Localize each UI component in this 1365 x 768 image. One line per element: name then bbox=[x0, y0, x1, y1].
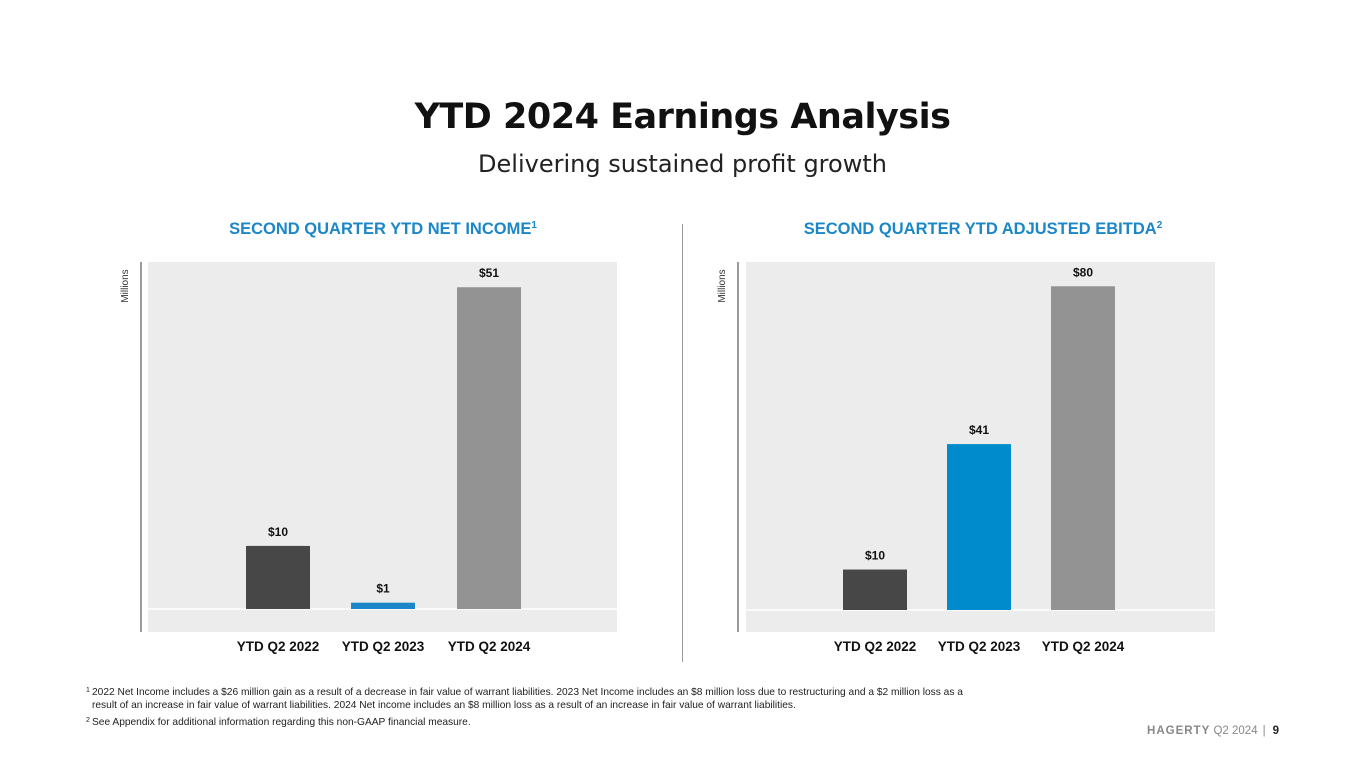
footnote-1: 1 2022 Net Income includes a $26 million … bbox=[86, 687, 963, 711]
slide-footer: HAGERTY Q2 2024 | 9 bbox=[1147, 725, 1279, 737]
page-subtitle: Delivering sustained profit growth bbox=[478, 150, 887, 178]
chart-1-bar-3 bbox=[457, 287, 521, 609]
brand-logo-text: HAGERTY bbox=[1147, 725, 1211, 737]
chart-1-x-tick-label-3: YTD Q2 2024 bbox=[448, 639, 531, 654]
chart-1-data-label-2: $1 bbox=[376, 582, 390, 596]
chart-1-bar-2 bbox=[351, 602, 415, 609]
page-number: 9 bbox=[1272, 725, 1279, 737]
chart-1-x-tick-label-2: YTD Q2 2023 bbox=[342, 639, 425, 654]
page-title: YTD 2024 Earnings Analysis bbox=[414, 97, 951, 137]
chart-2-x-tick-label-2: YTD Q2 2023 bbox=[938, 639, 1021, 654]
footer-separator: | bbox=[1262, 725, 1266, 737]
chart-2-data-label-3: $80 bbox=[1073, 265, 1093, 279]
chart-2-bar-1 bbox=[843, 569, 907, 610]
chart-2-bar-3 bbox=[1051, 286, 1115, 610]
chart-2-x-tick-label-1: YTD Q2 2022 bbox=[834, 639, 917, 654]
footer-period: Q2 2024 bbox=[1213, 725, 1258, 737]
footnotes: 1 2022 Net Income includes a $26 million … bbox=[86, 686, 986, 733]
chart-1-title: SECOND QUARTER YTD NET INCOME1 bbox=[229, 220, 537, 238]
chart-2-x-tick-label-3: YTD Q2 2024 bbox=[1042, 639, 1125, 654]
chart-1-plot-area bbox=[148, 262, 617, 632]
chart-2-title: SECOND QUARTER YTD ADJUSTED EBITDA2 bbox=[803, 220, 1163, 238]
panel-divider bbox=[682, 224, 683, 662]
chart-2-y-axis-label: Millions bbox=[717, 269, 728, 302]
chart-1-y-axis-label: Millions bbox=[120, 269, 131, 302]
chart-1-bar-1 bbox=[246, 545, 310, 609]
footnote-2: 2 See Appendix for additional information… bbox=[86, 717, 471, 728]
chart-2-data-label-1: $10 bbox=[865, 549, 885, 563]
chart-1-data-label-1: $10 bbox=[268, 525, 288, 539]
chart-1-x-tick-label-1: YTD Q2 2022 bbox=[237, 639, 320, 654]
chart-1-data-label-3: $51 bbox=[479, 266, 499, 280]
chart-2-bar-2 bbox=[947, 444, 1011, 610]
chart-2-data-label-2: $41 bbox=[969, 423, 989, 437]
